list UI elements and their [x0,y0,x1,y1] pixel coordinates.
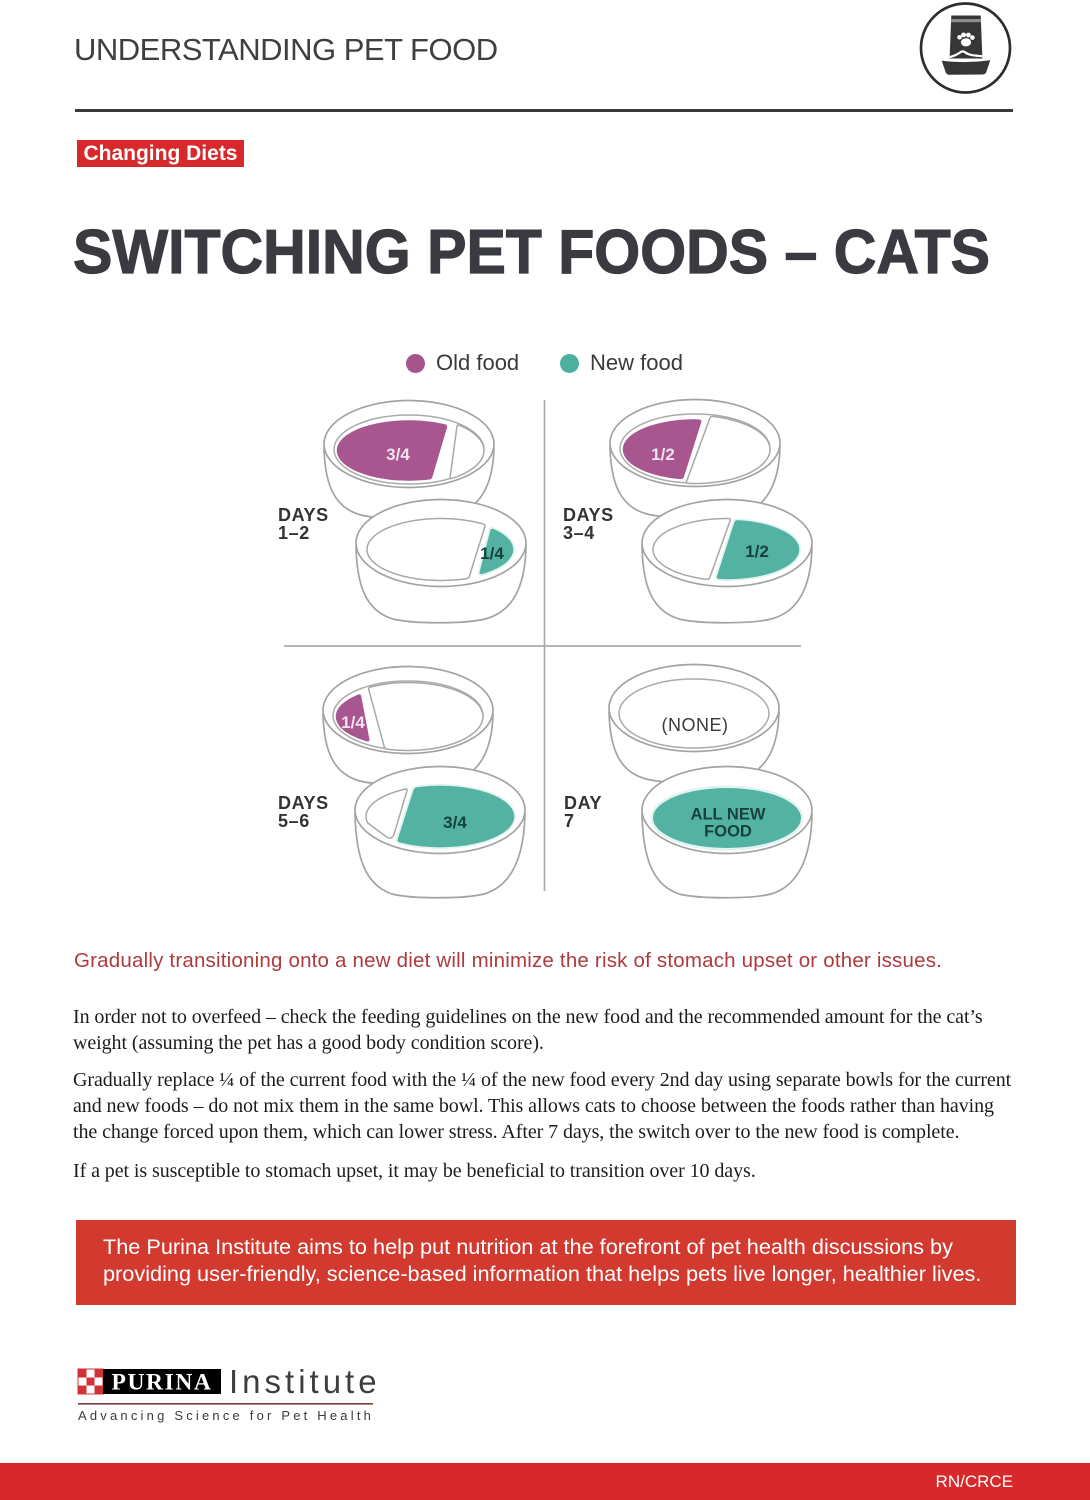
svg-text:PURINA: PURINA [112,1370,213,1396]
svg-text:1/2: 1/2 [651,445,675,464]
svg-text:1/4: 1/4 [341,713,365,732]
svg-text:FOOD: FOOD [704,823,752,841]
svg-text:SWITCHING PET FOODS – CATS: SWITCHING PET FOODS – CATS [73,217,990,287]
svg-text:ALL NEW: ALL NEW [691,806,766,824]
svg-text:Advancing Science for Pet Heal: Advancing Science for Pet Health [78,1408,374,1423]
svg-text:1/2: 1/2 [745,542,769,561]
svg-text:(NONE): (NONE) [662,715,729,735]
svg-text:3/4: 3/4 [386,445,410,464]
svg-text:3/4: 3/4 [443,813,467,832]
svg-text:1/4: 1/4 [480,544,504,563]
svg-text:Institute: Institute [229,1365,381,1400]
